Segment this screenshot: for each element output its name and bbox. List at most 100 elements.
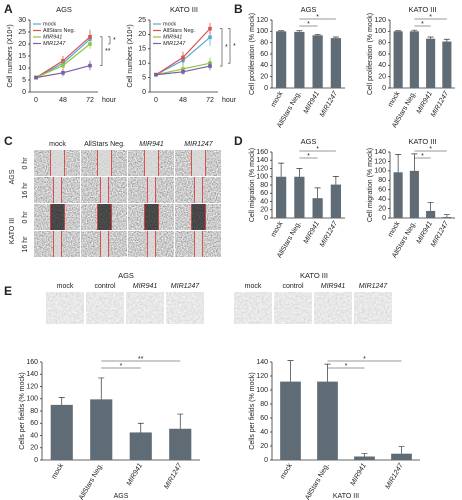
legend-label: AllStars Neg. [163, 28, 196, 34]
error-bar [443, 214, 450, 218]
y-tick-label: 20 [260, 74, 268, 81]
y-tick-label: 20 [18, 41, 26, 48]
y-axis-label: Cells per fields (% mock) [249, 372, 256, 449]
bar [276, 31, 287, 88]
y-axis-label: Cell numbers (X10⁴) [127, 24, 134, 87]
error-bar [411, 29, 418, 32]
significance-label: * [113, 37, 116, 44]
wound-gap [147, 231, 156, 257]
significance-label: * [345, 363, 348, 370]
legend-label: AllStars Neg. [43, 28, 76, 34]
column-label: mock [245, 283, 262, 290]
y-tick-label: 80 [378, 40, 386, 47]
wound-gap [53, 177, 62, 203]
time-label: 0 hr [22, 211, 29, 224]
y-tick-label: 40 [378, 196, 386, 203]
bar [294, 176, 305, 218]
error-bar [395, 154, 402, 173]
bar [50, 404, 73, 460]
bar [330, 38, 341, 88]
wound-gap [50, 150, 65, 176]
y-tick-label: 60 [378, 187, 386, 194]
wound-gap [100, 231, 109, 257]
significance-label: ** [105, 48, 111, 55]
y-tick-label: 60 [30, 420, 38, 427]
y-tick-label: 140 [374, 149, 386, 156]
x-tick-label: 72 [206, 97, 214, 104]
x-tick-label: 0 [34, 97, 38, 104]
point [61, 63, 65, 68]
column-label: MIR941 [133, 283, 158, 290]
column-label: mock [57, 283, 74, 290]
wound-gap [191, 204, 206, 230]
significance-label: * [421, 153, 424, 160]
bar [426, 210, 436, 218]
y-tick-label: 120 [256, 373, 268, 380]
y-tick-label: 15 [18, 53, 26, 60]
cell-image [125, 291, 165, 325]
y-tick-label: 100 [374, 28, 386, 35]
y-axis-label: Cell numbers (X10⁴) [7, 24, 14, 87]
wound-gap [194, 177, 203, 203]
legend-label: MIR941 [43, 34, 62, 40]
bar [393, 172, 403, 218]
y-tick-label: 5 [22, 77, 26, 84]
significance-label: * [363, 356, 366, 363]
chart-title: AGS [56, 5, 72, 14]
significance-label: * [421, 21, 424, 28]
x-axis-label: KATO III [333, 493, 359, 500]
significance-bracket [100, 36, 103, 66]
y-tick-label: 120 [374, 17, 386, 24]
y-tick-label: 0 [22, 89, 26, 96]
x-tick-label: MIR1247 [319, 219, 340, 248]
wound-gap [53, 231, 62, 257]
bar [393, 31, 403, 88]
wound-gap [97, 150, 112, 176]
bar [294, 31, 305, 88]
x-tick-label: MIR941 [303, 90, 321, 115]
significance-bracket [220, 28, 223, 67]
cell-image [273, 291, 313, 325]
image-group-title: KATO III [300, 271, 328, 280]
error-bar [296, 30, 303, 32]
y-tick-label: 140 [256, 359, 268, 366]
x-axis-label: hour [102, 97, 117, 104]
wound-gap [97, 204, 112, 230]
significance-bracket [228, 28, 231, 64]
x-axis-label: hour [222, 97, 237, 104]
y-axis-label: Cell proliferation (% mock) [367, 13, 374, 95]
wound-gap [144, 204, 159, 230]
error-bar [314, 34, 321, 36]
error-bar [137, 422, 144, 433]
y-tick-label: 100 [374, 168, 386, 175]
x-tick-label: mock [270, 90, 285, 108]
y-tick-label: 160 [256, 149, 268, 156]
y-tick-label: 0 [34, 457, 38, 464]
y-tick-label: 25 [138, 17, 146, 24]
cell-line-label: KATO III [9, 218, 16, 244]
x-tick-label: MIR941 [303, 220, 321, 245]
bar [169, 428, 192, 460]
point [88, 35, 92, 39]
point [88, 42, 92, 46]
significance-label: * [307, 21, 310, 28]
y-tick-label: 160 [26, 359, 38, 366]
y-axis-label: Cells per fields (% mock) [19, 372, 26, 449]
image-group-title: AGS [118, 271, 134, 280]
y-tick-label: 20 [260, 207, 268, 214]
error-bar [314, 187, 321, 199]
error-bar [398, 446, 405, 454]
y-tick-label: 100 [256, 387, 268, 394]
y-tick-label: 60 [260, 190, 268, 197]
significance-bracket [108, 36, 111, 45]
column-label: MIR941 [139, 141, 164, 148]
y-tick-label: 80 [30, 408, 38, 415]
y-tick-label: 20 [378, 205, 386, 212]
error-bar [58, 397, 65, 405]
significance-label: * [120, 363, 123, 370]
y-tick-label: 40 [260, 198, 268, 205]
y-tick-label: 20 [30, 445, 38, 452]
error-bar [395, 30, 402, 32]
chart-title: KATO III [408, 137, 436, 146]
error-bar [443, 38, 450, 42]
